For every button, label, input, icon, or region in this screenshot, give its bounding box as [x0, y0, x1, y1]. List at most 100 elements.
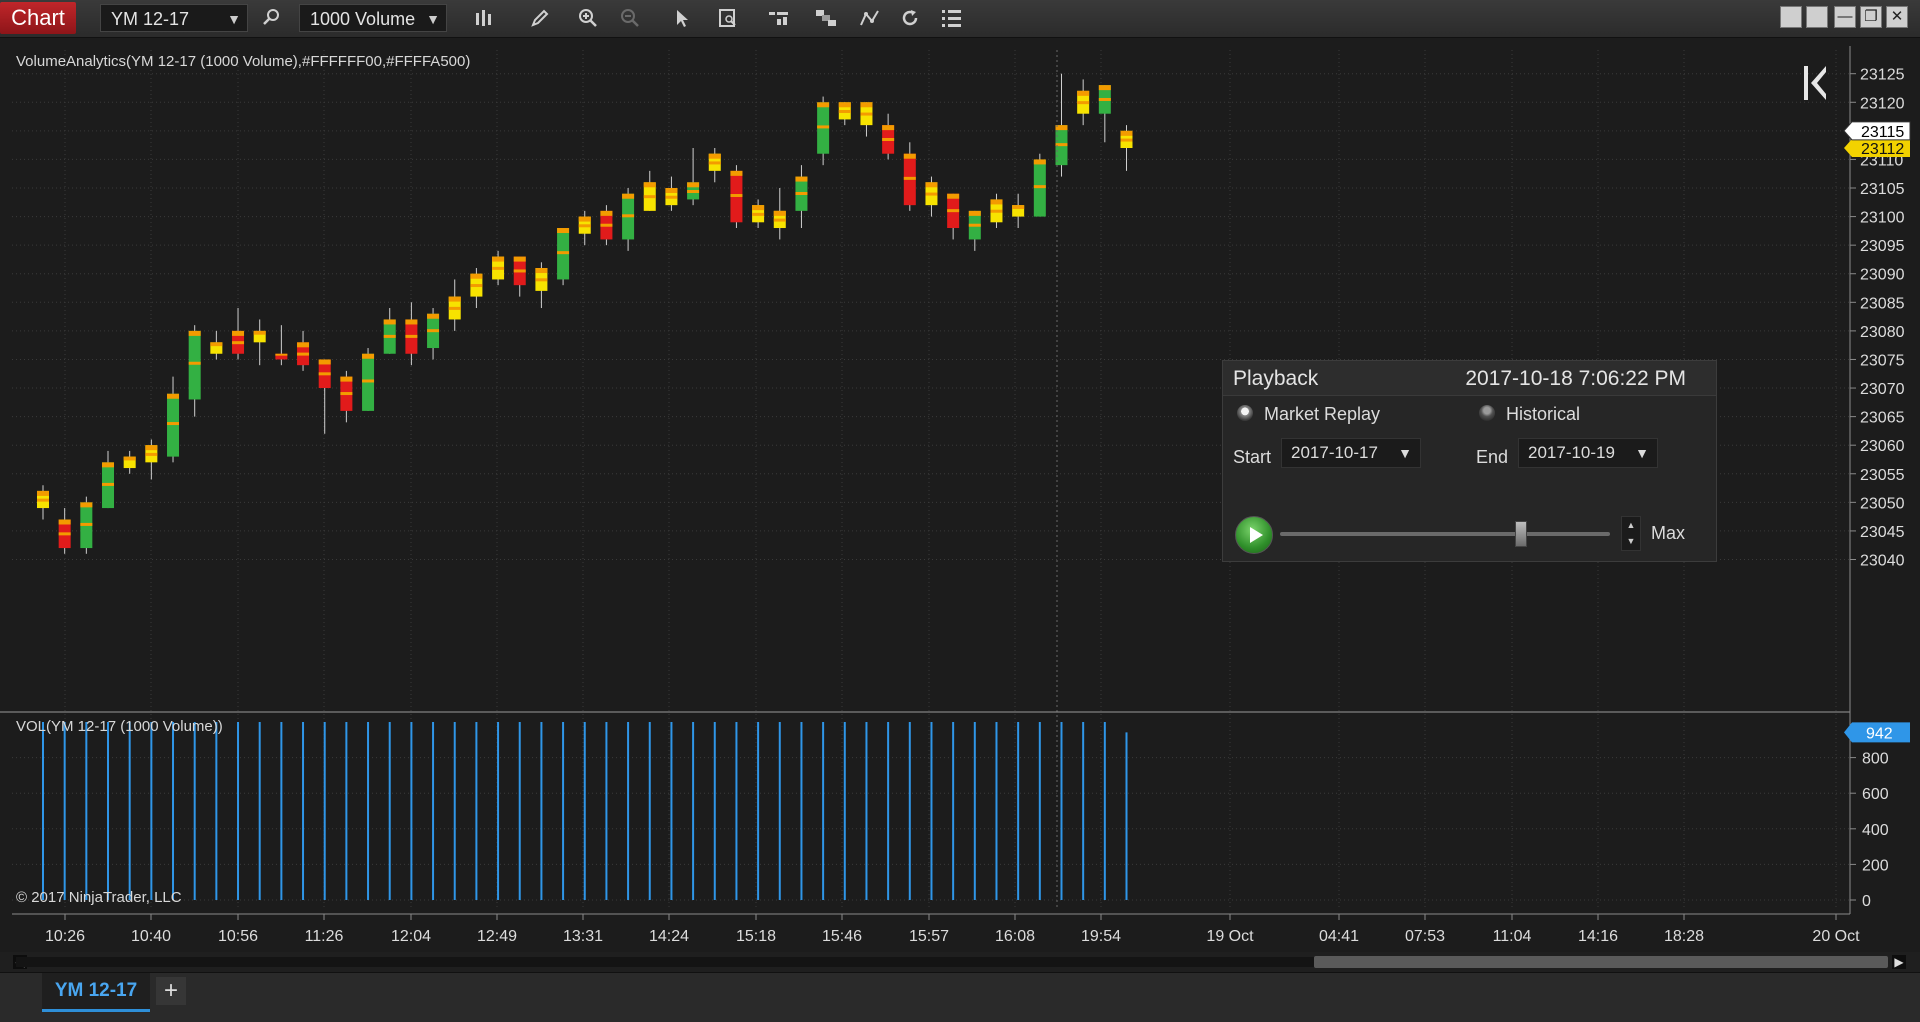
candle[interactable]	[535, 262, 548, 309]
candle[interactable]	[795, 165, 808, 229]
strategy-icon[interactable]	[812, 4, 840, 32]
time-tick-label: 11:04	[1493, 928, 1532, 945]
chart-scrollbar[interactable]: ◀ ▶	[0, 952, 1920, 972]
candle[interactable]	[990, 193, 1003, 229]
candle[interactable]	[102, 450, 115, 509]
candle[interactable]	[1077, 79, 1090, 126]
close-icon[interactable]: ✕	[1886, 6, 1908, 28]
candle[interactable]	[838, 102, 851, 126]
tab-ym-12-17[interactable]: YM 12-17	[42, 973, 150, 1012]
candle[interactable]	[600, 205, 613, 246]
candle[interactable]	[123, 450, 136, 474]
candle[interactable]	[1012, 193, 1025, 229]
current-volume-marker: 942	[1844, 722, 1910, 743]
candle[interactable]	[665, 176, 678, 211]
zoom-in-icon[interactable]	[574, 4, 602, 32]
candle[interactable]	[947, 193, 960, 240]
bar-type-icon[interactable]	[470, 4, 498, 32]
volume-axis[interactable]: 0 200 400 600 800 942	[1844, 722, 1910, 910]
scroll-track[interactable]	[16, 957, 1886, 967]
candle[interactable]	[968, 210, 981, 251]
end-date-picker[interactable]: 2017-10-19 ▼	[1518, 438, 1658, 468]
candle[interactable]	[232, 308, 245, 360]
zoom-out-icon[interactable]	[616, 4, 644, 32]
candle-volume-band	[492, 266, 505, 270]
pencil-icon[interactable]	[526, 4, 554, 32]
candle[interactable]	[513, 256, 526, 297]
speed-stepper[interactable]: ▲ ▼	[1621, 516, 1641, 551]
reload-icon[interactable]	[896, 4, 924, 32]
candle[interactable]	[578, 210, 591, 246]
candle[interactable]	[275, 325, 288, 366]
add-tab-button[interactable]: +	[156, 977, 186, 1005]
candle[interactable]	[383, 308, 396, 354]
candle[interactable]	[210, 330, 223, 360]
candle[interactable]	[167, 376, 180, 463]
time-axis[interactable]: 10:26 10:40 10:56 11:26 12:04 12:49 13:31 14:24…	[45, 914, 1860, 945]
chart-title-tab[interactable]: Chart	[0, 2, 76, 34]
candle[interactable]	[708, 147, 721, 183]
scroll-right-icon[interactable]: ▶	[1892, 955, 1906, 969]
candle[interactable]	[492, 250, 505, 286]
candle[interactable]	[297, 330, 310, 371]
minimize-icon[interactable]: —	[1834, 6, 1856, 28]
candle[interactable]	[730, 165, 743, 229]
tile-icon[interactable]	[1780, 6, 1802, 28]
speed-slider[interactable]	[1280, 532, 1610, 536]
candle[interactable]	[622, 188, 635, 251]
market-replay-radio[interactable]	[1237, 405, 1253, 421]
candle[interactable]	[145, 439, 158, 480]
scroll-thumb[interactable]	[1314, 956, 1888, 968]
candle-volume-band	[1055, 125, 1068, 131]
candle[interactable]	[687, 147, 700, 206]
candle[interactable]	[318, 359, 331, 434]
candle[interactable]	[557, 228, 570, 286]
candle[interactable]	[1098, 85, 1111, 143]
historical-radio[interactable]	[1479, 405, 1495, 421]
instrument-selector[interactable]: YM 12-17 ▼	[100, 4, 248, 32]
candle[interactable]	[882, 113, 895, 160]
candle[interactable]	[752, 199, 765, 229]
interval-selector[interactable]: 1000 Volume ▼	[299, 4, 447, 32]
search-icon[interactable]	[258, 4, 286, 32]
time-tick-label: 10:56	[218, 928, 258, 945]
start-date-picker[interactable]: 2017-10-17 ▼	[1281, 438, 1421, 468]
properties-icon[interactable]	[765, 4, 793, 32]
candle-volume-band	[427, 313, 440, 319]
restore-icon[interactable]: ❐	[1860, 6, 1882, 28]
candle[interactable]	[340, 370, 353, 423]
scroll-to-end-icon[interactable]	[1804, 66, 1826, 100]
candle[interactable]	[80, 496, 93, 554]
candle[interactable]	[362, 348, 375, 411]
candle[interactable]	[188, 325, 201, 417]
drawing-tools-icon[interactable]	[856, 4, 884, 32]
play-icon[interactable]	[1235, 516, 1273, 554]
candle[interactable]	[1033, 153, 1046, 217]
candle[interactable]	[58, 508, 71, 554]
candle[interactable]	[37, 485, 49, 520]
speed-slider-thumb[interactable]	[1514, 521, 1527, 547]
candle[interactable]	[925, 176, 938, 217]
candle-volume-band	[362, 353, 375, 359]
candle[interactable]	[860, 102, 873, 137]
candle[interactable]	[1055, 73, 1068, 177]
candle[interactable]	[643, 170, 656, 211]
pointer-icon[interactable]	[668, 4, 696, 32]
price-axis[interactable]: 23040 23045 23050 23055 23060 23065 23070 23075…	[1843, 67, 1911, 570]
candle-volume-band	[578, 216, 591, 222]
time-tick-label: 12:49	[477, 928, 517, 945]
candle[interactable]	[470, 268, 483, 309]
list-icon[interactable]	[938, 4, 966, 32]
chart-area[interactable]: 23040 23045 23050 23055 23060 23065 23070 23075…	[0, 38, 1920, 952]
candle[interactable]	[427, 308, 440, 360]
candle[interactable]	[903, 142, 916, 211]
interval-value: 1000 Volume	[310, 9, 416, 29]
candle[interactable]	[253, 319, 266, 366]
candle[interactable]	[448, 279, 461, 331]
candle[interactable]	[405, 302, 418, 366]
candle[interactable]	[773, 188, 786, 240]
candle[interactable]	[817, 96, 830, 166]
data-box-icon[interactable]	[714, 4, 742, 32]
candle[interactable]	[1120, 125, 1133, 171]
tile-icon[interactable]	[1806, 6, 1828, 28]
